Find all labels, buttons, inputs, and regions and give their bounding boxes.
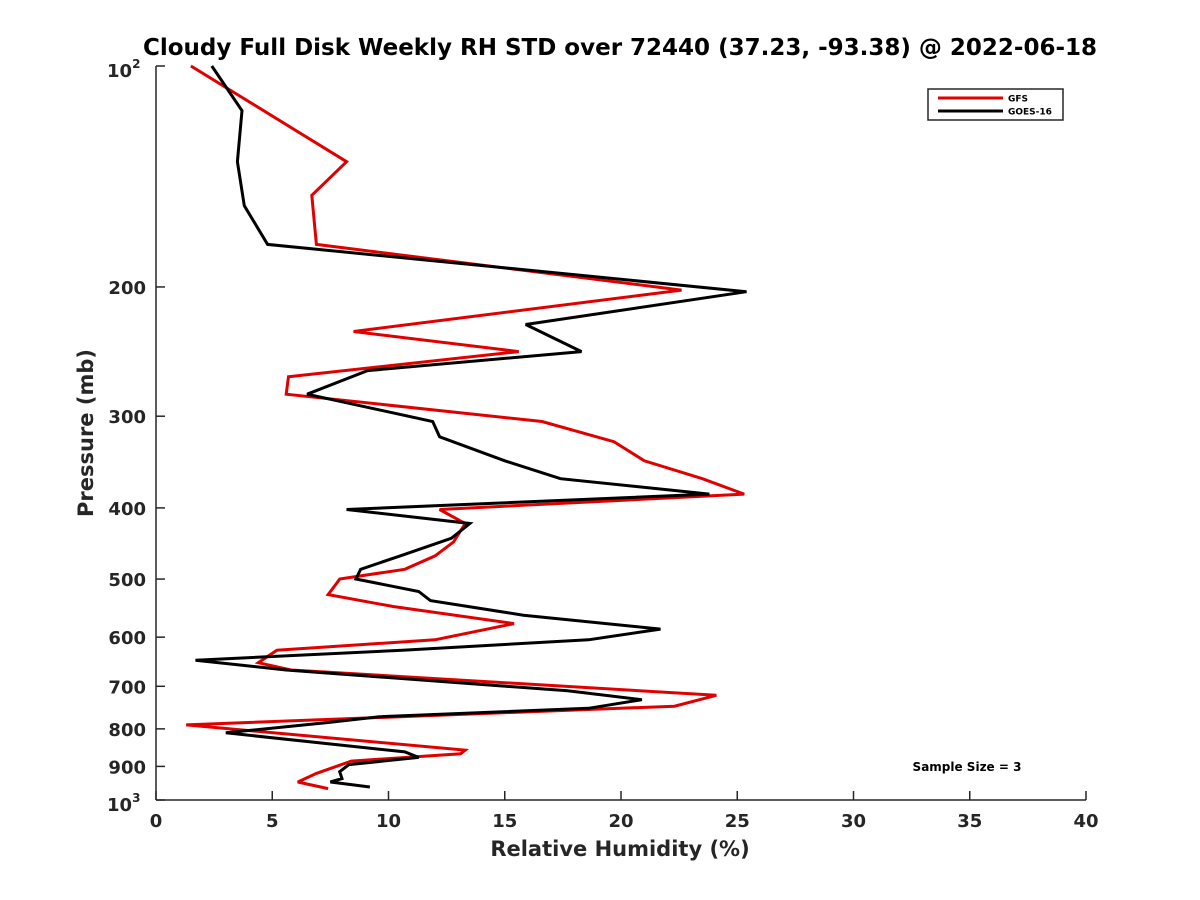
x-tick-label: 5 (266, 811, 279, 832)
x-tick-label: 25 (725, 811, 750, 832)
y-tick-label: 500 (108, 570, 146, 591)
series-layer (186, 64, 747, 791)
tick-layer: 0 5 10 15 20 25 30 35 40 102 200 300 400 500 600 700 800… (107, 57, 1099, 832)
x-tick-label: 0 (150, 811, 163, 832)
y-tick-label: 900 (108, 757, 146, 778)
x-tick-label: 15 (492, 811, 517, 832)
y-tick-label: 103 (107, 791, 140, 816)
y-tick-label: 400 (108, 499, 146, 520)
x-tick-label: 10 (376, 811, 401, 832)
x-tick-label: 20 (608, 811, 633, 832)
x-tick-label: 40 (1073, 811, 1098, 832)
x-tick-label: 30 (841, 811, 866, 832)
y-tick-label: 600 (108, 628, 146, 649)
y-tick-label: 200 (108, 278, 146, 299)
series-line-goes-16 (195, 65, 747, 789)
legend-label: GFS (1008, 95, 1028, 105)
y-tick-label: 800 (108, 720, 146, 741)
legend-label: GOES-16 (1008, 108, 1052, 118)
x-axis-label: Relative Humidity (%) (490, 837, 749, 861)
legend: GFS GOES-16 (927, 88, 1064, 121)
legend-box (927, 88, 1064, 121)
x-tick-label: 35 (957, 811, 982, 832)
y-tick-label: 700 (108, 677, 146, 698)
y-tick-label: 102 (107, 57, 140, 82)
sample-size-annotation: Sample Size = 3 (913, 760, 1022, 774)
y-tick-label: 300 (108, 407, 146, 428)
y-axis-label: Pressure (mb) (74, 349, 98, 517)
series-line-gfs (186, 64, 745, 791)
chart-title: Cloudy Full Disk Weekly RH STD over 7244… (143, 35, 1097, 61)
